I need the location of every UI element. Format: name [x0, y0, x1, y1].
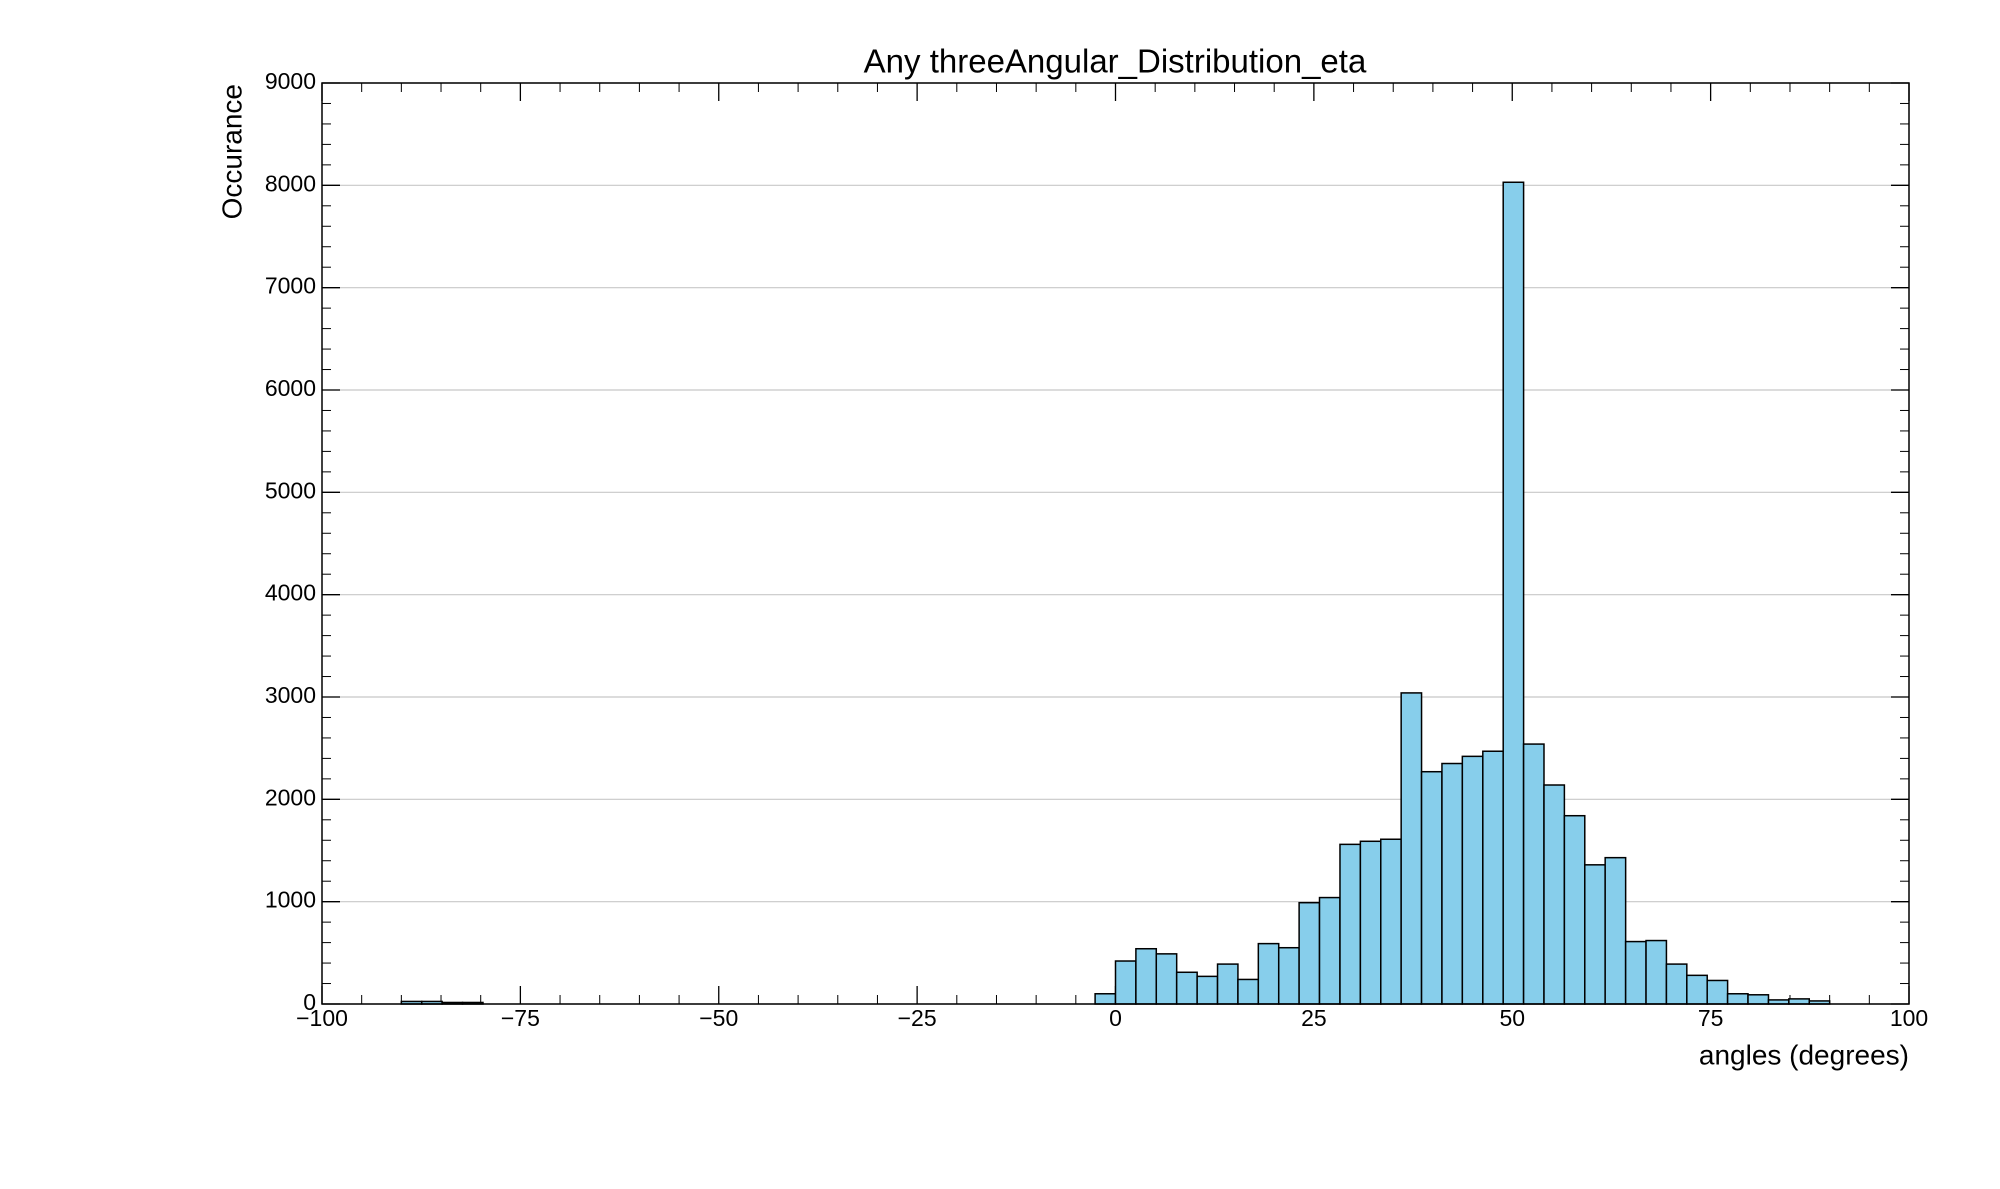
x-tick-label: 50: [1499, 1005, 1525, 1031]
bar: [1257, 942, 1280, 1005]
x-tick-label: −75: [501, 1005, 540, 1031]
y-tick-label: 9000: [265, 68, 316, 94]
bar: [1298, 901, 1321, 1005]
bar: [1788, 998, 1811, 1005]
x-tick-label: −25: [898, 1005, 937, 1031]
x-axis-label: angles (degrees): [1699, 1039, 1909, 1070]
y-tick-label: 6000: [265, 375, 316, 401]
bar: [1237, 978, 1260, 1005]
bar: [1318, 896, 1341, 1005]
y-axis-label: Occurance: [216, 84, 247, 219]
x-tick-label: 100: [1890, 1005, 1928, 1031]
x-tick-label: 75: [1698, 1005, 1724, 1031]
bar: [1543, 784, 1566, 1005]
bar: [1584, 864, 1606, 1005]
x-tick-label: −100: [296, 1005, 348, 1031]
bar: [1604, 856, 1627, 1005]
bar: [1482, 750, 1504, 1005]
bar: [1359, 840, 1382, 1005]
bar: [1155, 953, 1178, 1005]
bar: [1441, 762, 1464, 1005]
bar: [1747, 994, 1770, 1005]
bar: [1563, 814, 1586, 1005]
bar: [1502, 181, 1525, 1005]
bar: [1196, 975, 1219, 1005]
bar: [1114, 960, 1137, 1005]
bar: [1726, 993, 1749, 1005]
x-tick-label: 25: [1301, 1005, 1327, 1031]
bar: [1216, 963, 1239, 1005]
bar: [1277, 946, 1300, 1005]
y-tick-label: 0: [303, 989, 316, 1015]
bar: [1094, 993, 1117, 1005]
bar: [1420, 770, 1443, 1005]
bar: [1339, 843, 1362, 1005]
y-tick-label: 7000: [265, 273, 316, 299]
bar: [1624, 940, 1647, 1005]
bar: [1400, 692, 1423, 1005]
y-tick-label: 1000: [265, 887, 316, 913]
bar: [1135, 947, 1158, 1005]
bar: [1645, 939, 1668, 1005]
bar: [1665, 963, 1688, 1005]
y-tick-label: 8000: [265, 170, 316, 196]
bar: [1380, 838, 1402, 1005]
y-tick-label: 3000: [265, 682, 316, 708]
y-tick-label: 5000: [265, 477, 316, 503]
bar: [1686, 974, 1708, 1005]
bar: [1706, 979, 1729, 1005]
bar: [1175, 971, 1198, 1005]
bar: [1461, 755, 1484, 1005]
y-tick-label: 2000: [265, 784, 316, 810]
bar: [1522, 743, 1545, 1005]
chart-title: Any threeAngular_Distribution_eta: [864, 43, 1367, 80]
plot-frame: [321, 82, 1910, 1005]
x-tick-label: −50: [699, 1005, 738, 1031]
x-tick-label: 0: [1109, 1005, 1122, 1031]
y-tick-label: 4000: [265, 580, 316, 606]
